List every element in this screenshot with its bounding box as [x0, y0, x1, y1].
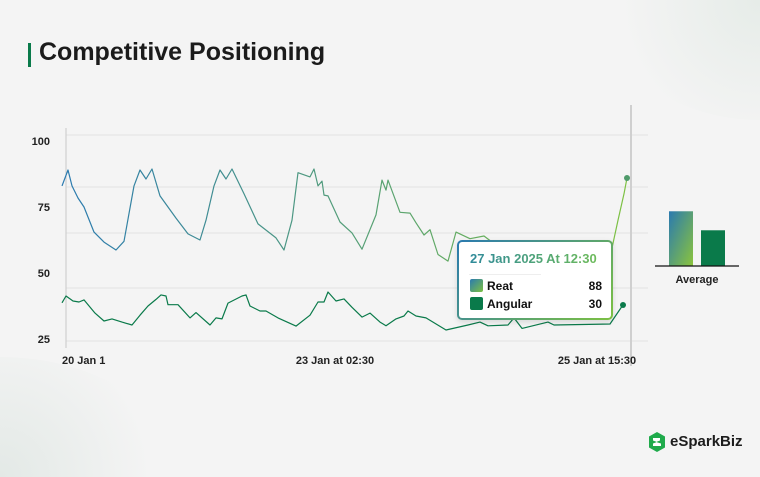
title-accent-bar	[28, 43, 31, 67]
tooltip-row-angular: Angular 30	[470, 296, 602, 312]
y-tick-label: 100	[32, 136, 50, 148]
tooltip-row-reat: Reat 88	[470, 278, 602, 294]
series-end-point-reat[interactable]	[624, 174, 630, 181]
tooltip-label: Angular	[487, 297, 533, 311]
reat-swatch	[470, 279, 483, 292]
tooltip-divider	[469, 274, 541, 275]
y-tick-label: 50	[38, 268, 50, 280]
tooltip-value: 30	[588, 297, 602, 311]
y-tick-label: 75	[38, 202, 50, 214]
tooltip-value: 88	[588, 279, 602, 293]
series-end-point-angular[interactable]	[620, 301, 626, 308]
average-bar-reat	[669, 211, 693, 266]
chart-tooltip: 27 Jan 2025 At 12:30 Reat 88 Angular 30	[457, 240, 613, 320]
tooltip-label: Reat	[487, 279, 514, 293]
x-tick-label: 23 Jan at 02:30	[296, 355, 374, 367]
brand-name: eSparkBiz	[670, 433, 743, 450]
x-tick-label: 20 Jan 1	[62, 355, 105, 367]
y-tick-label: 25	[38, 334, 50, 346]
x-tick-label: 25 Jan at 15:30	[558, 355, 636, 367]
angular-swatch	[470, 297, 483, 310]
average-bar-angular	[701, 230, 725, 266]
series-line-angular	[61, 291, 624, 331]
brand-logo: eSparkBiz	[647, 431, 747, 453]
page-title: Competitive Positioning	[39, 38, 326, 66]
tooltip-title: 27 Jan 2025 At 12:30	[470, 251, 597, 266]
series-line-reat	[61, 168, 628, 262]
esparkbiz-logo-icon	[649, 432, 665, 452]
bar-category-label: Average	[675, 274, 719, 286]
